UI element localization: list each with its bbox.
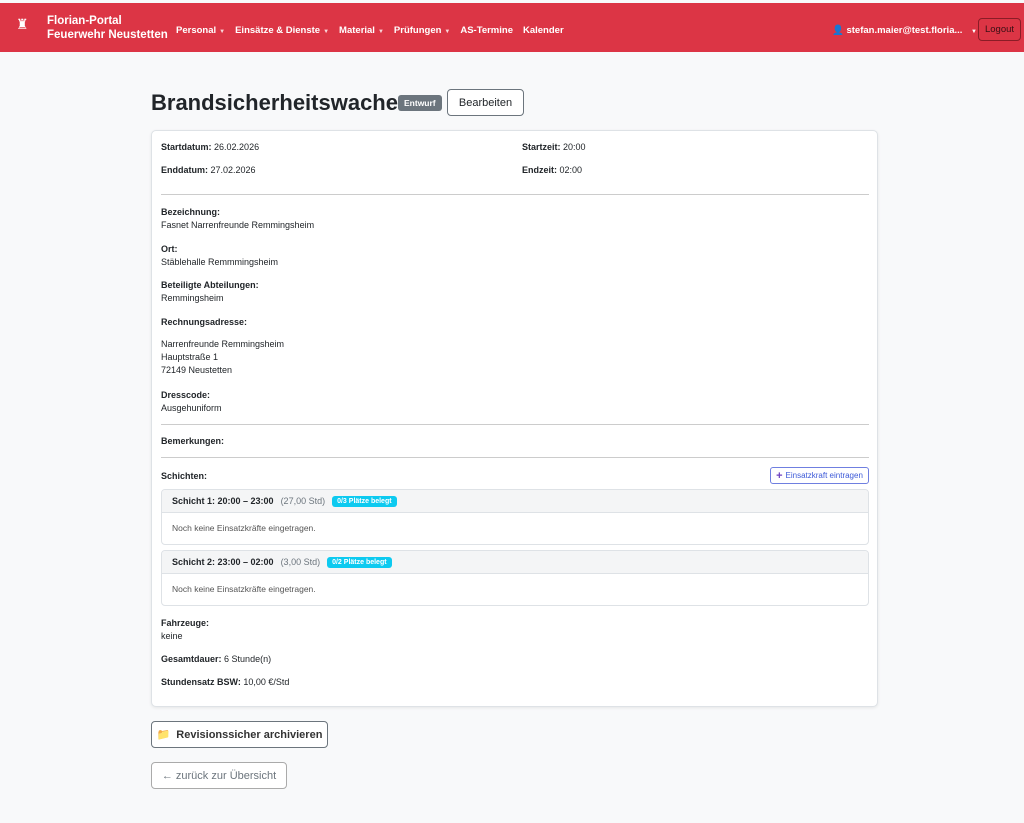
brand[interactable]: Florian-Portal Feuerwehr Neustetten xyxy=(47,14,168,42)
end-time: Endzeit: 02:00 xyxy=(522,165,583,175)
shift-title: Schicht 2: 23:00 – 02:00 xyxy=(172,557,274,567)
archive-label: Revisionssicher archivieren xyxy=(176,728,323,741)
shift-title: Schicht 1: 20:00 – 23:00 xyxy=(172,496,274,506)
main-menu: Personal ▼ Einsätze & Dienste ▼ Material ▼ … xyxy=(176,25,564,36)
menu-label: Personal xyxy=(176,25,217,36)
folder-icon: 📁 xyxy=(156,729,171,741)
menu-label: Material xyxy=(339,25,375,36)
edit-button[interactable]: Bearbeiten xyxy=(447,89,524,116)
occupancy-badge: 0/2 Plätze belegt xyxy=(327,556,392,568)
caret-down-icon: ▼ xyxy=(971,29,977,35)
shift-card: Schicht 1: 20:00 – 23:00 (27,00 Std) 0/3 P… xyxy=(161,489,869,545)
plus-icon: + xyxy=(776,469,783,482)
shift-header: Schicht 2: 23:00 – 02:00 (3,00 Std) 0/2 Pl… xyxy=(162,551,868,574)
notes-label: Bemerkungen: xyxy=(161,436,225,446)
brand-subtitle: Feuerwehr Neustetten xyxy=(47,29,168,41)
back-button[interactable]: ← zurück zur Übersicht xyxy=(151,762,287,789)
details-card: Startdatum: 26.02.2026 Startzeit: 20:00 … xyxy=(151,130,878,707)
place-field: Ort: Stäblehalle Remmmingsheim xyxy=(161,244,279,267)
shift-duration: (27,00 Std) xyxy=(280,496,326,506)
shift-card: Schicht 2: 23:00 – 02:00 (3,00 Std) 0/2 Pl… xyxy=(161,550,869,606)
vehicles-field: Fahrzeuge: keine xyxy=(161,618,210,641)
occupancy-badge: 0/3 Plätze belegt xyxy=(332,495,397,507)
user-menu[interactable]: 👤 stefan.maier@test.floria... ▼ xyxy=(832,25,977,36)
caret-down-icon: ▼ xyxy=(377,29,384,35)
status-badge: Entwurf xyxy=(398,95,442,111)
brand-title: Florian-Portal xyxy=(47,15,122,27)
caret-down-icon: ▼ xyxy=(444,29,451,35)
page-title: Brandsicherheitswache xyxy=(151,90,398,115)
fire-brigade-logo-icon[interactable]: ♜ xyxy=(16,16,29,32)
invoice-address-field: Rechnungsadresse: Narrenfreunde Remmingsh… xyxy=(161,317,285,375)
menu-pruefungen[interactable]: Prüfungen ▼ xyxy=(394,25,450,36)
navbar: ♜ Florian-Portal Feuerwehr Neustetten Per… xyxy=(0,3,1024,52)
logout-button[interactable]: Logout xyxy=(978,18,1021,41)
shift-empty-text: Noch keine Einsatzkräfte eingetragen. xyxy=(172,523,316,533)
divider xyxy=(161,424,869,425)
end-date: Enddatum: 27.02.2026 xyxy=(161,165,256,175)
shift-duration: (3,00 Std) xyxy=(280,557,321,567)
departments-field: Beteiligte Abteilungen: Remmingsheim xyxy=(161,280,259,303)
divider xyxy=(161,457,869,458)
user-email: stefan.maier@test.floria... xyxy=(846,25,963,36)
shift-empty-text: Noch keine Einsatzkräfte eingetragen. xyxy=(172,584,316,594)
shifts-label: Schichten: xyxy=(161,471,208,481)
caret-down-icon: ▼ xyxy=(323,29,330,35)
menu-einsaetze[interactable]: Einsätze & Dienste ▼ xyxy=(235,25,329,36)
menu-label: Prüfungen xyxy=(393,25,442,36)
start-date: Startdatum: 26.02.2026 xyxy=(161,142,260,152)
menu-as-termine[interactable]: AS-Termine xyxy=(460,25,513,36)
menu-kalender[interactable]: Kalender xyxy=(522,25,564,36)
start-time: Startzeit: 20:00 xyxy=(522,142,586,152)
dresscode-field: Dresscode: Ausgehuniform xyxy=(161,390,222,413)
menu-personal[interactable]: Personal ▼ xyxy=(176,25,225,36)
user-icon: 👤 xyxy=(832,25,844,36)
name-field: Bezeichnung: Fasnet Narrenfreunde Remming… xyxy=(161,207,315,230)
archive-button[interactable]: 📁 Revisionssicher archivieren xyxy=(151,721,328,748)
add-staff-label: Einsatzkraft eintragen xyxy=(785,471,863,480)
total-duration: Gesamtdauer: 6 Stunde(n) xyxy=(161,654,272,664)
caret-down-icon: ▼ xyxy=(219,29,226,35)
shift-header: Schicht 1: 20:00 – 23:00 (27,00 Std) 0/3 P… xyxy=(162,490,868,513)
menu-material[interactable]: Material ▼ xyxy=(339,25,384,36)
hourly-rate: Stundensatz BSW: 10,00 €/Std xyxy=(161,677,290,687)
menu-label: Einsätze & Dienste xyxy=(235,25,321,36)
divider xyxy=(161,194,869,195)
add-staff-button[interactable]: + Einsatzkraft eintragen xyxy=(770,467,869,484)
